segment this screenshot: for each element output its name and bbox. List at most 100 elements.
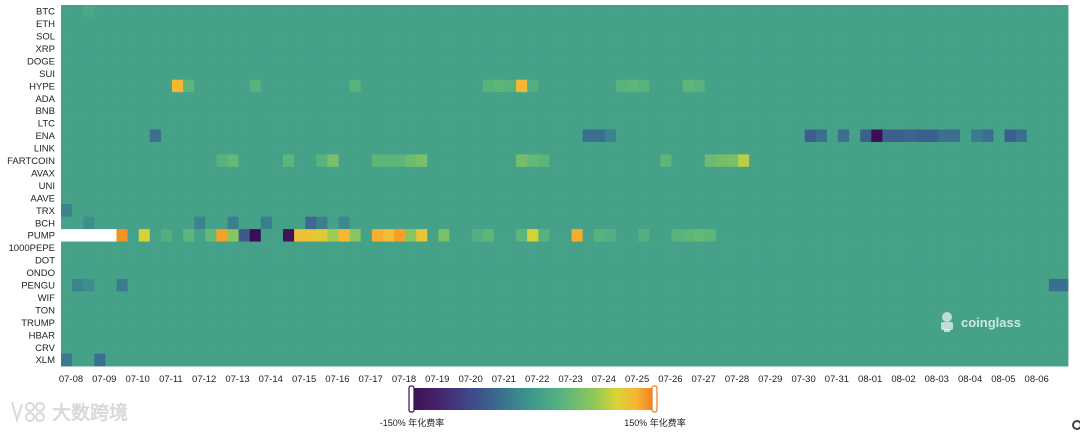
- heatmap-cell: [271, 154, 284, 168]
- heatmap-cell: [1048, 104, 1061, 118]
- heatmap-cell: [715, 204, 728, 218]
- heatmap-cell: [616, 92, 628, 105]
- heatmap-cell: [405, 79, 417, 93]
- heatmap-cell: [849, 117, 861, 130]
- heatmap-cell: [727, 216, 739, 230]
- heatmap-cell: [660, 316, 672, 330]
- heatmap-cell: [427, 266, 439, 280]
- heatmap-cell: [704, 166, 717, 180]
- heatmap-cell: [471, 353, 484, 367]
- coinglass-logo-icon: [941, 312, 953, 332]
- heatmap-cell: [505, 328, 517, 342]
- heatmap-cell: [815, 241, 828, 255]
- heatmap-cell: [416, 154, 428, 168]
- colorbar-min-handle[interactable]: [408, 385, 415, 413]
- heatmap-cell: [183, 328, 195, 342]
- heatmap-cell: [172, 54, 184, 68]
- heatmap-cell: [671, 266, 683, 280]
- y-axis-label: LTC: [38, 119, 55, 130]
- heatmap-cell: [338, 117, 350, 130]
- heatmap-cell: [627, 216, 639, 230]
- heatmap-cell: [183, 303, 195, 317]
- heatmap-cell: [72, 191, 84, 205]
- heatmap-cell: [616, 141, 628, 155]
- heatmap-cell: [371, 241, 384, 255]
- heatmap-cell: [993, 341, 1005, 354]
- heatmap-cell: [116, 179, 128, 193]
- heatmap-cell: [860, 54, 872, 68]
- heatmap-cell: [1037, 204, 1050, 218]
- heatmap-cell: [671, 303, 683, 317]
- heatmap-cell: [316, 204, 328, 218]
- heatmap-cell: [349, 216, 362, 230]
- heatmap-cell: [627, 291, 639, 305]
- heatmap-cell: [216, 216, 228, 230]
- heatmap-cell: [438, 129, 450, 143]
- heatmap-cell: [516, 79, 528, 93]
- heatmap-cell: [371, 67, 384, 81]
- gear-icon[interactable]: [1072, 420, 1080, 430]
- heatmap-cell: [327, 254, 339, 267]
- heatmap-cell: [616, 291, 628, 305]
- heatmap-cell: [760, 241, 772, 255]
- heatmap-cell: [538, 241, 550, 255]
- heatmap-cell: [604, 154, 617, 168]
- heatmap-cell: [593, 104, 606, 118]
- heatmap-cell: [804, 291, 817, 305]
- heatmap-cell: [915, 316, 928, 330]
- heatmap-cell: [416, 353, 428, 367]
- heatmap-cell: [227, 129, 239, 143]
- heatmap-cell: [505, 154, 517, 168]
- heatmap-cell: [582, 254, 595, 267]
- heatmap-cell: [882, 204, 894, 218]
- heatmap-cell: [793, 67, 806, 81]
- heatmap-cell: [838, 5, 850, 18]
- heatmap-cell: [593, 29, 606, 43]
- heatmap-cell: [138, 254, 151, 267]
- heatmap-cell: [238, 216, 251, 230]
- heatmap-cell: [538, 5, 550, 18]
- heatmap-cell: [771, 92, 783, 105]
- heatmap-cell: [882, 17, 894, 31]
- heatmap-cell: [682, 104, 695, 118]
- heatmap-cell: [1026, 104, 1039, 118]
- heatmap-cell: [749, 92, 761, 105]
- heatmap-cell: [682, 328, 695, 342]
- heatmap-cell: [704, 154, 717, 168]
- heatmap-cell: [571, 191, 584, 205]
- heatmap-cell: [216, 54, 228, 68]
- heatmap-cell: [405, 266, 417, 280]
- heatmap-cell: [838, 341, 850, 354]
- heatmap-cell: [782, 216, 794, 230]
- heatmap-cell: [849, 141, 861, 155]
- heatmap-cell: [527, 179, 539, 193]
- heatmap-cell: [893, 54, 905, 68]
- heatmap-cell: [815, 154, 828, 168]
- colorbar-max-handle[interactable]: [651, 385, 658, 413]
- heatmap-cell: [83, 154, 95, 168]
- heatmap-cell: [172, 303, 184, 317]
- heatmap-cell: [949, 29, 961, 43]
- heatmap-cell: [505, 229, 517, 242]
- heatmap-cell: [1015, 42, 1028, 56]
- heatmap-cell: [449, 79, 461, 93]
- heatmap-cell: [260, 303, 273, 317]
- heatmap-cell: [538, 278, 550, 292]
- heatmap-cell: [926, 216, 939, 230]
- heatmap-cell: [604, 117, 617, 130]
- heatmap-cell: [749, 17, 761, 31]
- heatmap-cell: [982, 117, 994, 130]
- heatmap-cell: [771, 154, 783, 168]
- heatmap-cell: [738, 117, 750, 130]
- heatmap-cell: [982, 328, 994, 342]
- heatmap-cell: [604, 254, 617, 267]
- heatmap-cell: [516, 316, 528, 330]
- heatmap-cell: [1037, 17, 1050, 31]
- heatmap-cell: [871, 266, 883, 280]
- heatmap-cell: [815, 254, 828, 267]
- heatmap-cell: [560, 316, 572, 330]
- heatmap-cell: [649, 29, 661, 43]
- heatmap-cell: [127, 166, 140, 180]
- heatmap-cell: [305, 303, 317, 317]
- heatmap-cell: [582, 316, 595, 330]
